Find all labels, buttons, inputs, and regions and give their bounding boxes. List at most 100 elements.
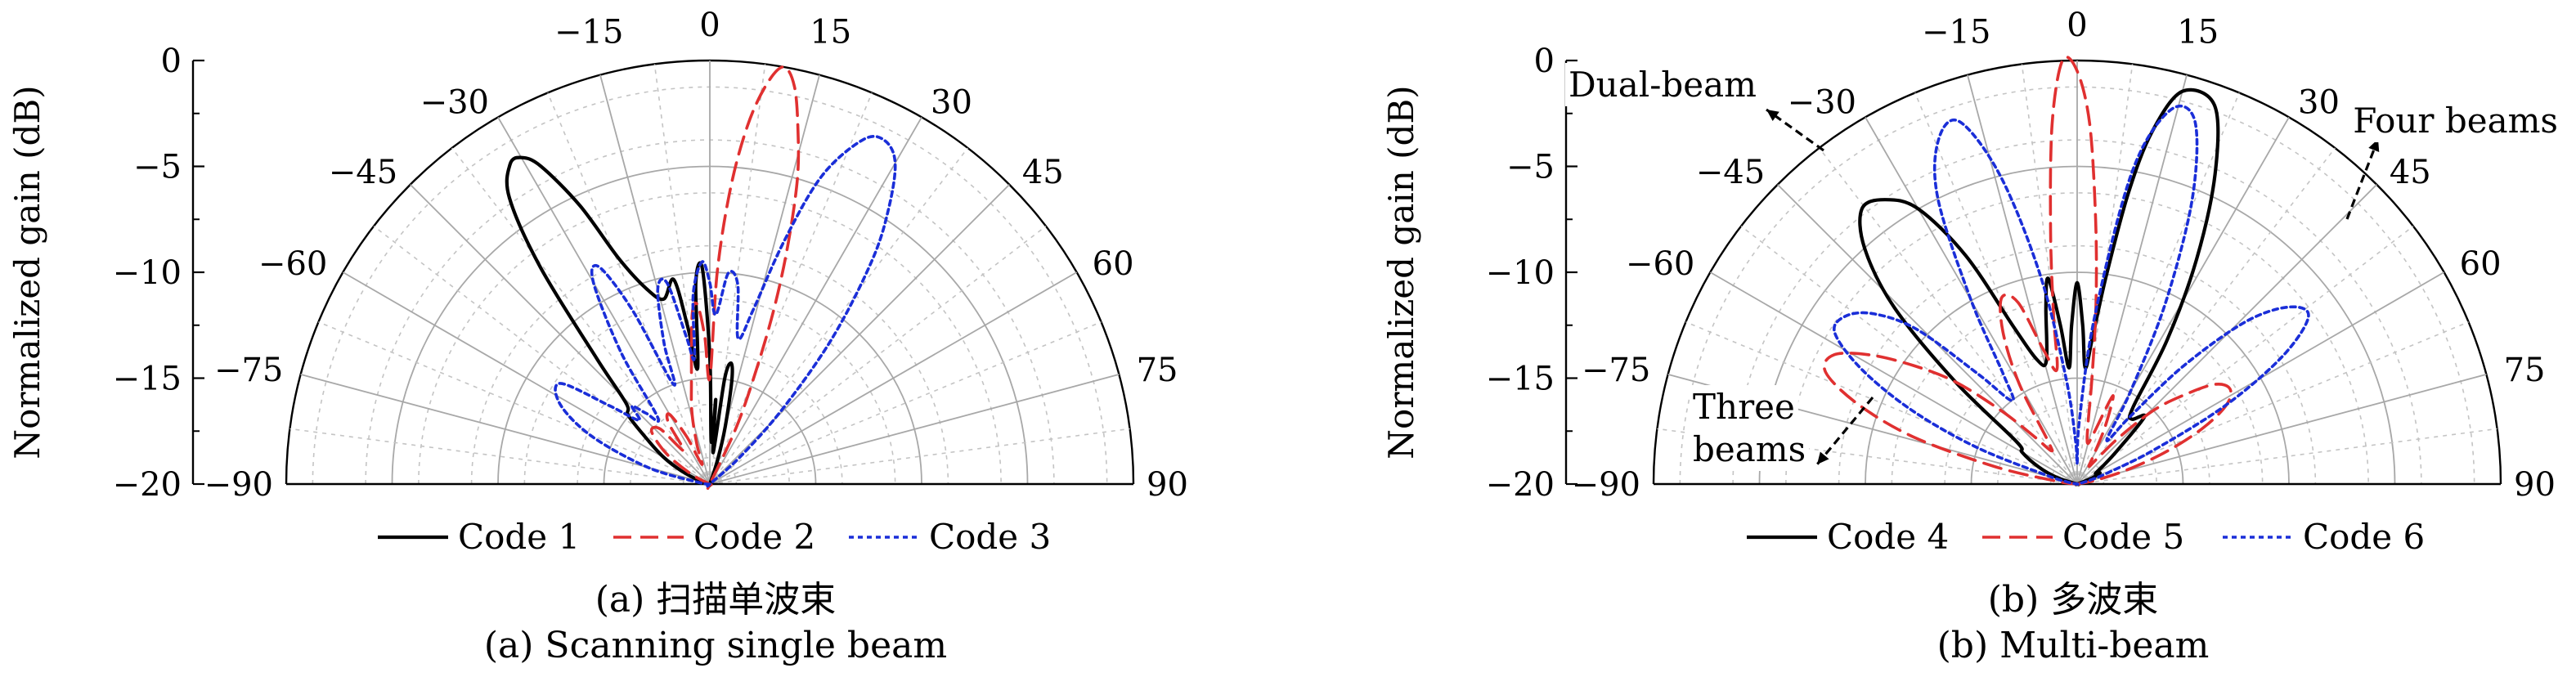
series-line-code-5 (1822, 56, 2233, 486)
minor-grid-spoke (709, 428, 1130, 485)
angle-tick-label: 15 (2177, 13, 2219, 51)
annotation-arrow (1815, 396, 1874, 466)
radial-tick-label: −20 (113, 466, 182, 504)
minor-grid-spoke (2021, 64, 2078, 485)
minor-grid-ring (2049, 456, 2105, 485)
angle-tick-label: 90 (2514, 466, 2556, 504)
grid-spoke (1709, 271, 2078, 485)
legend-label: Code 5 (2062, 517, 2184, 557)
minor-grid-spoke (709, 226, 1047, 485)
angle-tick-label: 0 (2067, 7, 2087, 44)
y-axis-label: Normalized gain (dB) (1381, 85, 1421, 459)
minor-grid-ring (630, 404, 790, 485)
angle-tick-label: 75 (1137, 352, 1178, 389)
annotation-arrow (2345, 138, 2380, 220)
grid-spoke (2076, 74, 2188, 485)
angle-tick-label: 90 (1147, 466, 1188, 504)
grid-spoke (709, 374, 1120, 485)
minor-grid-spoke (2076, 226, 2414, 485)
minor-grid-spoke (2076, 92, 2240, 485)
minor-grid-ring (1997, 404, 2157, 485)
minor-grid-spoke (2076, 147, 2336, 485)
minor-grid-spoke (709, 92, 873, 485)
legend-label: Code 1 (458, 517, 580, 557)
series-line-code-3 (554, 134, 897, 488)
angle-tick-label: 60 (2460, 245, 2502, 283)
minor-grid-ring (470, 244, 949, 485)
annotation-background (2349, 99, 2561, 142)
radial-tick-label: 0 (1534, 43, 1555, 80)
minor-grid-spoke (2076, 64, 2134, 485)
minor-grid-spoke (2076, 321, 2469, 485)
caption-a-chinese: (a) 扫描单波束 (595, 579, 837, 621)
annotation-dual-beam: Dual-beam (1568, 65, 1757, 105)
grid-spoke (410, 184, 711, 485)
annotation-four-beams: Four beams (2353, 101, 2558, 141)
radial-tick-label: −10 (113, 254, 182, 292)
radial-tick-label: −10 (1486, 254, 1555, 292)
angle-tick-label: 30 (931, 83, 972, 121)
angle-tick-label: −60 (1626, 245, 1694, 283)
series-line-code-4 (1858, 87, 2220, 486)
legend-label: Code 6 (2303, 517, 2425, 557)
caption-b-english: (b) Multi-beam (1936, 625, 2210, 666)
angle-tick-label: −75 (214, 352, 283, 389)
legend-label: Code 3 (929, 517, 1051, 557)
grid-spoke (709, 116, 922, 485)
radial-axis: 0 −5 −10 −15 −20 Normalized gain (dB) (1381, 43, 1577, 504)
polar-chart-a: −90 −75 −60 −45 −30 −15 0 15 30 45 60 75 90 0 −5 −10 −15… (7, 7, 1188, 557)
y-axis-label: Normalized gain (dB) (7, 85, 47, 459)
grid-spoke (2076, 374, 2487, 485)
angle-tick-label: 45 (2390, 154, 2431, 191)
legend-label: Code 4 (1827, 517, 1949, 557)
angle-tick-label: 60 (1093, 245, 1134, 283)
radial-tick-label: −15 (1486, 361, 1555, 398)
minor-grid-spoke (1685, 321, 2078, 485)
annotation-three: Three (1693, 387, 1795, 427)
minor-grid-ring (1785, 192, 2369, 485)
angle-tick-label: −45 (329, 154, 397, 191)
angle-tick-label: −30 (1788, 83, 1856, 121)
angle-tick-label: −15 (1922, 13, 1990, 51)
minor-grid-ring (1838, 244, 2317, 485)
radial-tick-label: −20 (1486, 466, 1555, 504)
minor-grid-spoke (1819, 147, 2078, 485)
annotation-background (1690, 385, 1798, 428)
minor-grid-spoke (318, 321, 711, 485)
minor-grid-spoke (709, 147, 968, 485)
annotation-background (1690, 428, 1810, 471)
annotation-beams: beams (1693, 429, 1806, 469)
angle-tick-label: 15 (810, 13, 851, 51)
angle-tick-label: −90 (204, 466, 273, 504)
angle-tick-label: 45 (1022, 154, 1064, 191)
minor-grid-spoke (1740, 226, 2078, 485)
radial-axis: 0 −5 −10 −15 −20 Normalized gain (dB) (7, 43, 204, 504)
angle-tick-label: 30 (2298, 83, 2340, 121)
angle-tick-label: −75 (1582, 352, 1650, 389)
legend-label: Code 2 (693, 517, 815, 557)
radial-tick-label: −5 (1506, 149, 1555, 186)
grid-spoke (342, 271, 711, 485)
minor-grid-ring (418, 192, 1002, 485)
grid-spoke (709, 271, 1078, 485)
minor-grid-spoke (547, 92, 711, 485)
angle-tick-label: −45 (1696, 154, 1765, 191)
series-line-code-6 (1833, 104, 2310, 486)
caption-a-english: (a) Scanning single beam (483, 625, 948, 666)
radial-tick-label: −15 (113, 361, 182, 398)
minor-grid-spoke (709, 64, 766, 485)
minor-grid-spoke (451, 147, 711, 485)
minor-grid-spoke (373, 226, 711, 485)
grid-spoke (1777, 184, 2078, 485)
angle-tick-label: −60 (258, 245, 327, 283)
minor-grid-spoke (709, 321, 1102, 485)
radial-tick-label: 0 (161, 43, 182, 80)
minor-grid-spoke (1914, 92, 2078, 485)
grid-spoke (709, 184, 1010, 485)
annotation-arrowhead (1817, 451, 1829, 464)
grid-spoke (497, 116, 711, 485)
caption-b-chinese: (b) 多波束 (1987, 579, 2159, 621)
polar-chart-b: −90 −75 −60 −45 −30 −15 0 15 30 45 60 75 90 0 −5 −10 −15… (1381, 7, 2561, 557)
radial-tick-label: −5 (133, 149, 182, 186)
